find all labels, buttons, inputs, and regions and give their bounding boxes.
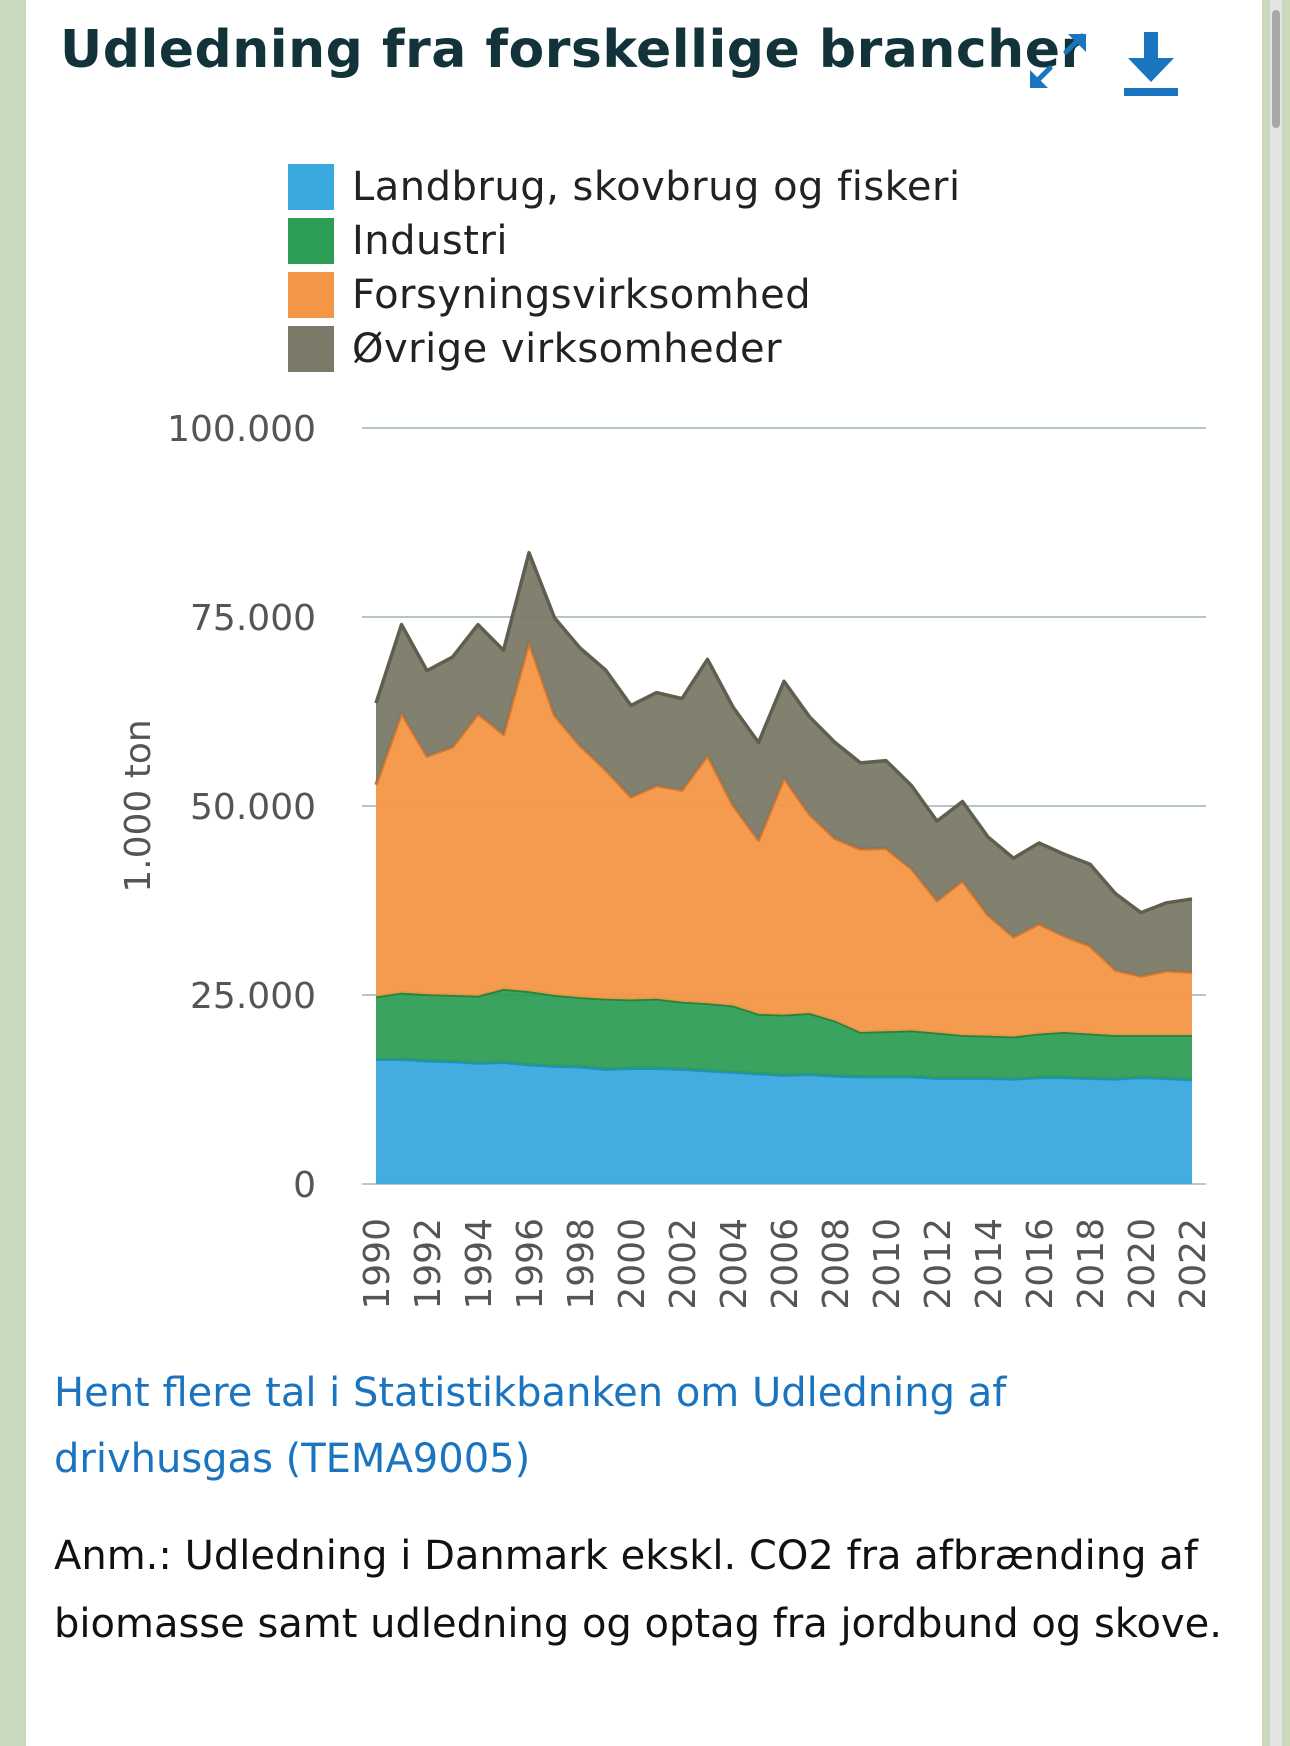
legend-swatch-oevrige [288, 326, 334, 372]
y-tick-label: 0 [293, 1165, 316, 1206]
x-tick-label: 2000 [612, 1218, 653, 1310]
chart-title: Udledning fra forskellige brancher [60, 20, 1087, 80]
x-tick-label: 1998 [561, 1218, 602, 1310]
x-tick-label: 2018 [1071, 1218, 1112, 1310]
expand-button[interactable] [1022, 26, 1094, 98]
legend-item-industri: Industri [288, 214, 961, 268]
x-tick-label: 1990 [357, 1218, 398, 1310]
legend-item-oevrige: Øvrige virksomheder [288, 322, 961, 376]
legend-swatch-industri [288, 218, 334, 264]
y-axis-title: 1.000 ton [118, 719, 159, 892]
area-line-3 [374, 550, 1193, 915]
x-tick-label: 2010 [867, 1218, 908, 1310]
chart-legend: Landbrug, skovbrug og fiskeri Industri F… [288, 160, 961, 376]
scrollbar[interactable] [1270, 0, 1282, 1746]
legend-item-forsyning: Forsyningsvirksomhed [288, 268, 961, 322]
legend-label-industri: Industri [352, 218, 508, 264]
y-tick-label: 50.000 [190, 787, 316, 828]
legend-swatch-forsyning [288, 272, 334, 318]
y-tick-label: 100.000 [167, 409, 316, 450]
y-tick-label: 75.000 [190, 598, 316, 639]
legend-item-landbrug: Landbrug, skovbrug og fiskeri [288, 160, 961, 214]
area-series-2 [376, 641, 1192, 1037]
legend-swatch-landbrug [288, 164, 334, 210]
area-series-0 [376, 1059, 1192, 1184]
x-tick-label: 2004 [714, 1218, 755, 1310]
x-tick-label: 2008 [816, 1218, 857, 1310]
download-icon [1124, 32, 1178, 96]
legend-label-forsyning: Forsyningsvirksomhed [352, 272, 812, 318]
x-tick-label: 2020 [1122, 1218, 1163, 1310]
y-tick-label: 25.000 [190, 976, 316, 1017]
area-series-3 [376, 552, 1192, 977]
legend-label-oevrige: Øvrige virksomheder [352, 326, 783, 372]
scrollbar-thumb[interactable] [1272, 10, 1280, 128]
x-tick-label: 2006 [765, 1218, 806, 1310]
x-tick-label: 2014 [969, 1218, 1010, 1310]
x-tick-label: 2002 [663, 1218, 704, 1310]
download-button[interactable] [1118, 28, 1184, 98]
x-tick-label: 2022 [1173, 1218, 1214, 1310]
x-tick-label: 1994 [459, 1218, 500, 1310]
x-tick-label: 2012 [918, 1218, 959, 1310]
statistikbanken-link[interactable]: Hent flere tal i Statistikbanken om Udle… [54, 1370, 1007, 1482]
x-tick-label: 2016 [1020, 1218, 1061, 1310]
legend-label-landbrug: Landbrug, skovbrug og fiskeri [352, 164, 961, 210]
expand-icon [1030, 33, 1086, 88]
footnote: Anm.: Udledning i Danmark ekskl. CO2 fra… [54, 1533, 1222, 1647]
x-tick-label: 1996 [510, 1218, 551, 1310]
area-series-1 [376, 989, 1192, 1080]
x-tick-label: 1992 [408, 1218, 449, 1310]
